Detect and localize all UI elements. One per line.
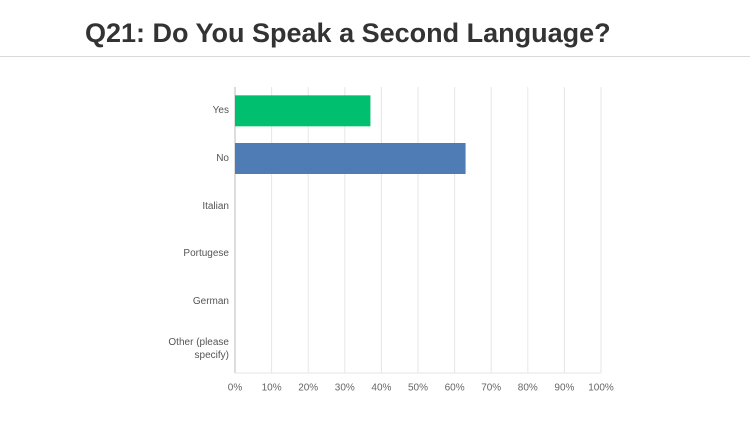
bar [235, 143, 466, 174]
divider [0, 56, 750, 57]
x-tick-label: 10% [262, 383, 282, 394]
chart-title: Q21: Do You Speak a Second Language? [85, 18, 611, 48]
x-tick-label: 100% [588, 383, 614, 394]
x-tick-label: 70% [481, 383, 501, 394]
y-tick-label: German [192, 296, 229, 307]
x-tick-label: 80% [518, 383, 538, 394]
x-tick-label: 30% [335, 383, 355, 394]
y-tick-label: Portugese [183, 248, 229, 260]
y-tick-label: Other (please specify) [168, 337, 229, 362]
x-tick-label: 90% [554, 383, 574, 394]
y-tick-label: No [216, 153, 229, 164]
x-tick-label: 60% [445, 383, 465, 394]
bar [235, 95, 371, 127]
x-tick-label: 20% [298, 383, 318, 394]
x-tick-label: 40% [371, 383, 391, 394]
x-tick-label: 50% [408, 383, 428, 394]
y-tick-label: Yes [212, 105, 229, 117]
y-tick-label: Italian [202, 200, 229, 212]
x-tick-label: 0% [228, 383, 243, 394]
